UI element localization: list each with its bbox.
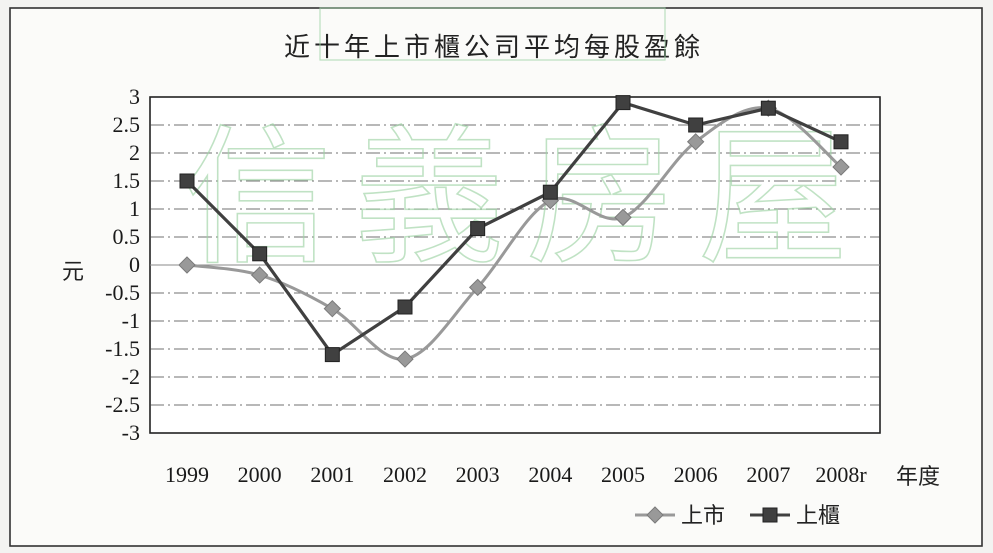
- series-line: [185, 100, 842, 357]
- y-tick-label: 1.5: [113, 168, 141, 193]
- y-tick-label: 1: [129, 196, 140, 221]
- y-tick-label: -3: [122, 420, 140, 445]
- watermark-box: [319, 7, 666, 61]
- y-tick-label: 2: [129, 140, 140, 165]
- square-marker: [688, 117, 704, 133]
- square-marker: [542, 184, 558, 200]
- x-tick-label: 2007: [746, 462, 790, 487]
- y-axis-title: 元: [62, 260, 84, 285]
- x-tick-label: 2008r: [815, 462, 867, 487]
- x-tick-label: 2000: [238, 462, 282, 487]
- x-tick-label: 1999: [165, 462, 209, 487]
- x-tick-label: 2005: [601, 462, 645, 487]
- x-tick-label: 2004: [528, 462, 572, 487]
- square-marker: [324, 347, 340, 363]
- watermark: 信義房屋: [181, 7, 870, 287]
- y-tick-label: -1.5: [105, 336, 140, 361]
- series-otc: [179, 95, 849, 363]
- y-tick-label: -1: [122, 308, 140, 333]
- y-tick-labels: 3 2.5 2 1.5 1 0.5 0 -0.5 -1 -1.5 -2 -2.5 -3: [105, 84, 140, 445]
- series-lines: [178, 95, 850, 368]
- y-tick-label: -2: [122, 364, 140, 389]
- x-tick-labels: 1999 2000 2001 2002 2003 2004 2005 2006 2007 2008…: [165, 462, 867, 487]
- square-marker: [397, 299, 413, 315]
- legend-item: 上櫃: [750, 504, 840, 529]
- square-marker: [760, 100, 776, 116]
- diamond-marker: [323, 299, 342, 318]
- legend-label: 上市: [681, 504, 725, 529]
- square-marker: [615, 95, 631, 111]
- diamond-marker: [250, 266, 269, 284]
- diamond-marker: [468, 278, 487, 297]
- y-tick-label: -2.5: [105, 392, 140, 417]
- diamond-marker: [614, 208, 632, 227]
- y-tick-label: -0.5: [105, 280, 140, 305]
- chart-title: 近十年上市櫃公司平均每股盈餘: [284, 33, 704, 63]
- gridlines: [150, 124, 880, 406]
- square-marker: [179, 173, 195, 189]
- square-marker: [470, 221, 486, 237]
- x-tick-label: 2003: [456, 462, 500, 487]
- diamond-marker: [832, 158, 850, 176]
- diamond-marker: [686, 133, 705, 151]
- watermark-text: 信義房屋: [182, 112, 870, 286]
- diamond-marker: [396, 350, 414, 368]
- square-marker: [833, 134, 849, 150]
- y-tick-label: 0.5: [113, 224, 141, 249]
- y-tick-label: 0: [129, 252, 140, 277]
- legend: 上市 上櫃: [635, 504, 840, 529]
- x-axis-title: 年度: [896, 465, 940, 490]
- y-tick-label: 3: [129, 84, 140, 109]
- legend-label: 上櫃: [796, 504, 840, 529]
- square-marker: [252, 246, 268, 262]
- legend-marker: [762, 507, 778, 523]
- diamond-marker: [178, 256, 196, 274]
- x-tick-label: 2001: [310, 462, 354, 487]
- legend-item: 上市: [635, 504, 725, 529]
- y-tick-label: 2.5: [113, 112, 141, 137]
- legend-marker: [646, 506, 664, 524]
- x-tick-label: 2006: [674, 462, 718, 487]
- x-tick-label: 2002: [383, 462, 427, 487]
